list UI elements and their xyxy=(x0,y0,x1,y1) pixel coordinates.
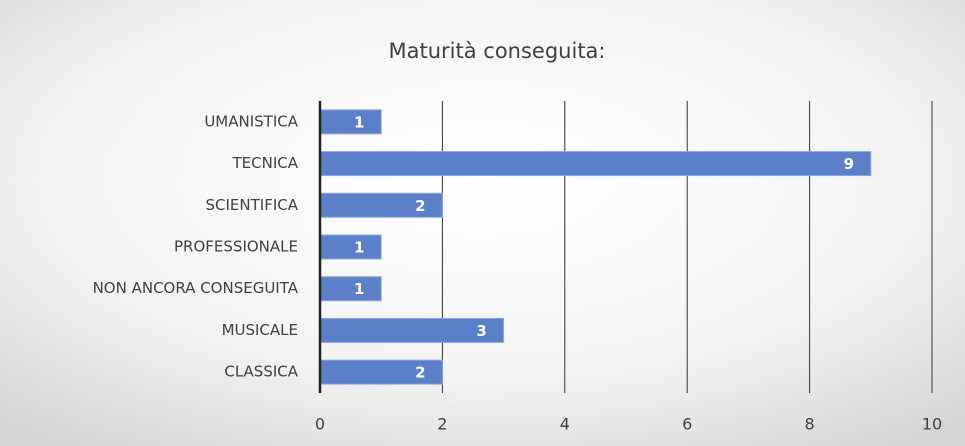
x-tick-label: 0 xyxy=(315,415,325,434)
y-tick-label: MUSICALE xyxy=(222,321,298,339)
x-tick-label: 8 xyxy=(805,415,815,434)
bar xyxy=(319,359,443,385)
bar xyxy=(319,109,382,135)
y-tick-label: PROFESSIONALE xyxy=(174,238,298,256)
y-tick-label: UMANISTICA xyxy=(204,112,298,130)
bar xyxy=(319,151,872,177)
data-label: 1 xyxy=(354,280,364,298)
x-tick-label: 2 xyxy=(437,415,447,434)
x-tick-label: 4 xyxy=(560,415,570,434)
bar xyxy=(319,192,443,218)
data-label: 1 xyxy=(354,113,364,131)
x-tick-label: 10 xyxy=(922,415,942,434)
chart-title: Maturità conseguita: xyxy=(389,39,606,63)
y-tick-label: NON ANCORA CONSEGUITA xyxy=(93,279,299,297)
data-label: 2 xyxy=(415,364,425,382)
bar xyxy=(319,234,382,260)
bar xyxy=(319,276,382,302)
y-tick-label: CLASSICA xyxy=(224,363,298,381)
x-tick-label: 6 xyxy=(682,415,692,434)
data-label: 9 xyxy=(844,155,854,173)
data-label: 1 xyxy=(354,239,364,257)
data-label: 2 xyxy=(415,197,425,215)
y-tick-label: TECNICA xyxy=(232,154,299,172)
y-tick-label: SCIENTIFICA xyxy=(206,196,299,214)
data-label: 3 xyxy=(476,322,486,340)
